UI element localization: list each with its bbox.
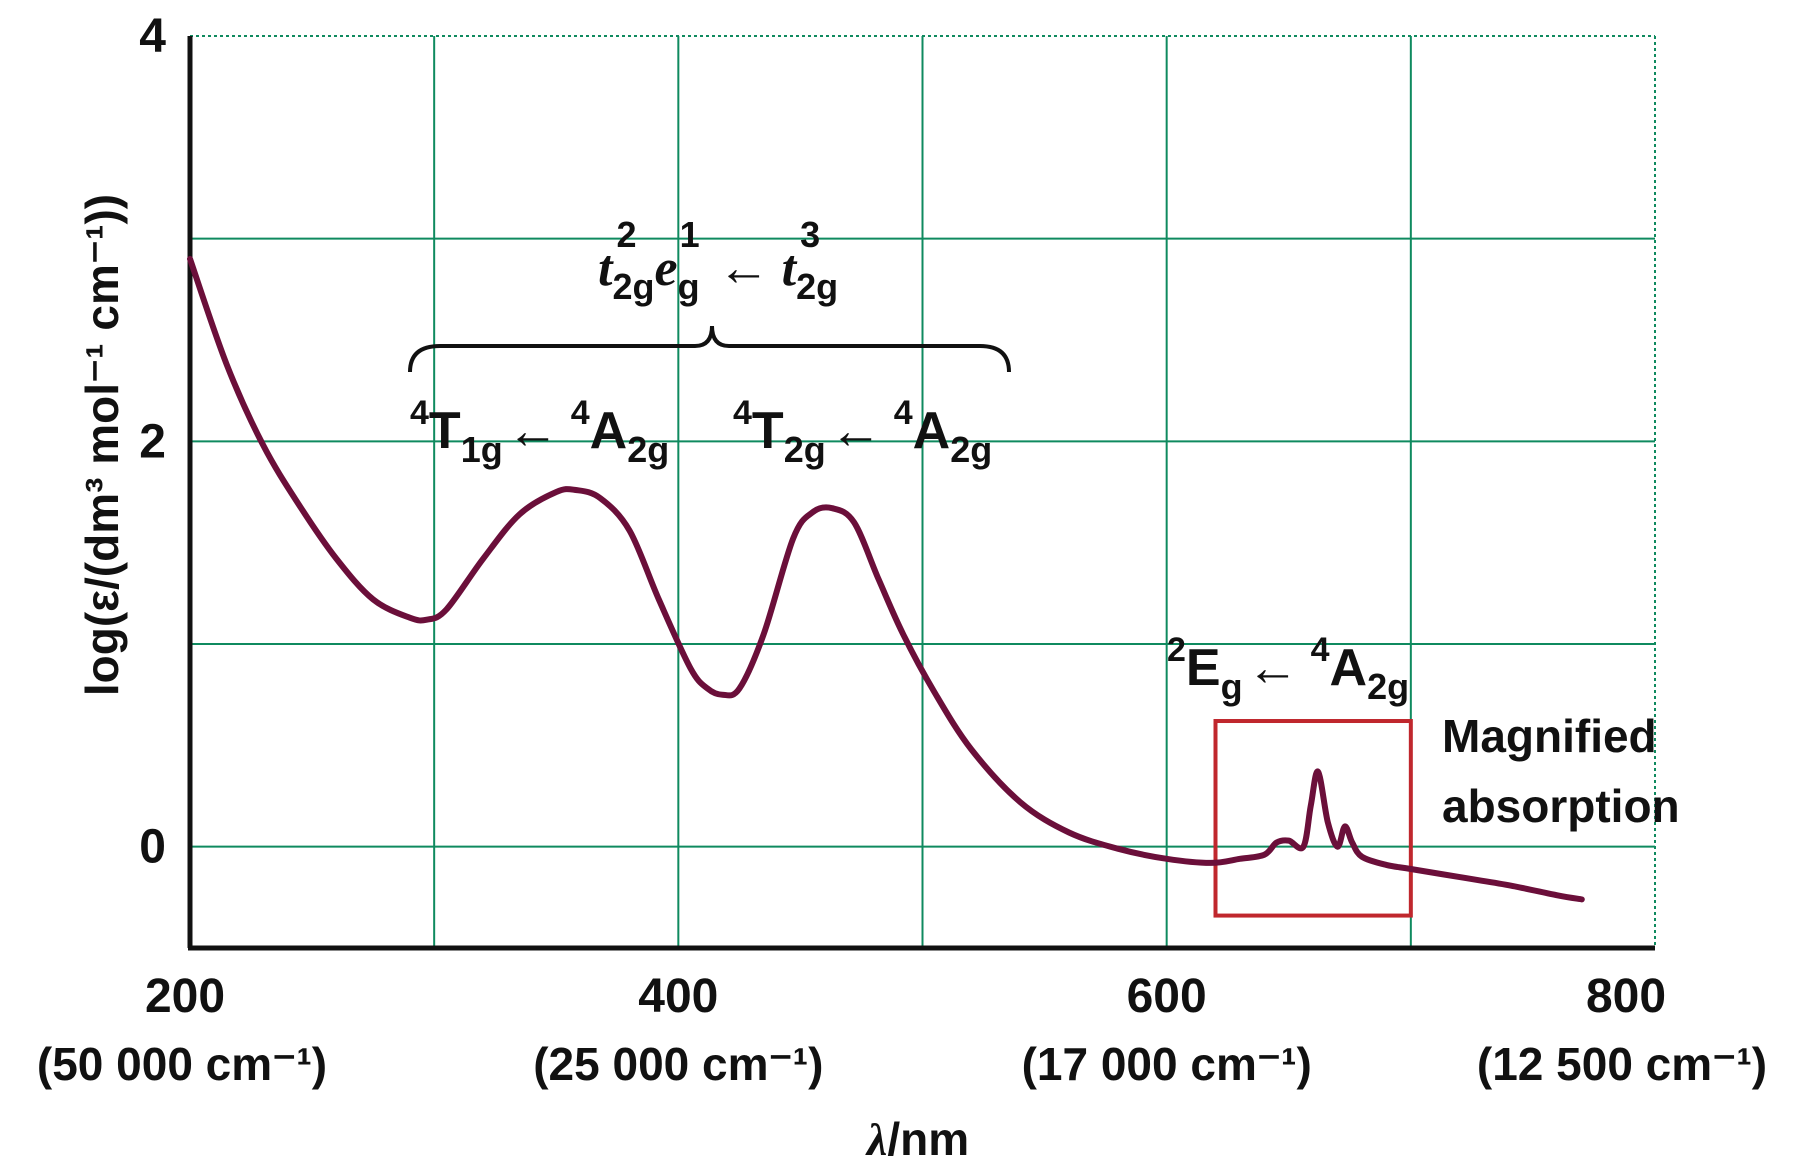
- y-tick-label: 0: [139, 821, 166, 874]
- x-tick-label: 800: [1586, 970, 1666, 1023]
- y-tick-label: 2: [139, 415, 166, 468]
- x-tick-label: 600: [1127, 970, 1207, 1023]
- brace: [408, 325, 1011, 373]
- axes: [187, 36, 1655, 951]
- config-label: t2g2eg1← t2g3: [598, 214, 838, 307]
- x-tick-wavenumber-label: (17 000 cm⁻¹): [1022, 1038, 1312, 1090]
- x-tick-wavenumber-label: (50 000 cm⁻¹): [37, 1038, 327, 1090]
- y-tick-label: 4: [139, 10, 166, 63]
- band2-label: 4T2g← 4A2g: [733, 394, 992, 470]
- magnified-label-line2: absorption: [1442, 780, 1680, 832]
- grid: [189, 35, 1656, 948]
- band1-label: 4T1g← 4A2g: [410, 394, 669, 470]
- y-axis-title: log(ε/(dm³ mol⁻¹ cm⁻¹)): [76, 194, 128, 696]
- x-tick-wavenumber-label: (25 000 cm⁻¹): [533, 1038, 823, 1090]
- series-line: [187, 255, 1585, 903]
- x-tick-label: 200: [145, 970, 225, 1023]
- x-tick-wavenumber-label: (12 500 cm⁻¹): [1477, 1038, 1767, 1090]
- x-axis-title: λ/nm: [865, 1113, 969, 1165]
- y-tick-labels: 0 2 4: [139, 10, 166, 874]
- band3-label: 2Eg← 4A2g: [1167, 631, 1409, 707]
- x-tick-label: 400: [638, 970, 718, 1023]
- magnify-box: [1213, 719, 1413, 918]
- magnified-label-line1: Magnified: [1442, 710, 1657, 762]
- x-axis-title-unit: /nm: [887, 1113, 969, 1165]
- x-axis-title-var: λ: [865, 1114, 887, 1165]
- x-tick-labels: 200 (50 000 cm⁻¹) 400 (25 000 cm⁻¹) 600 (17 0…: [37, 970, 1767, 1090]
